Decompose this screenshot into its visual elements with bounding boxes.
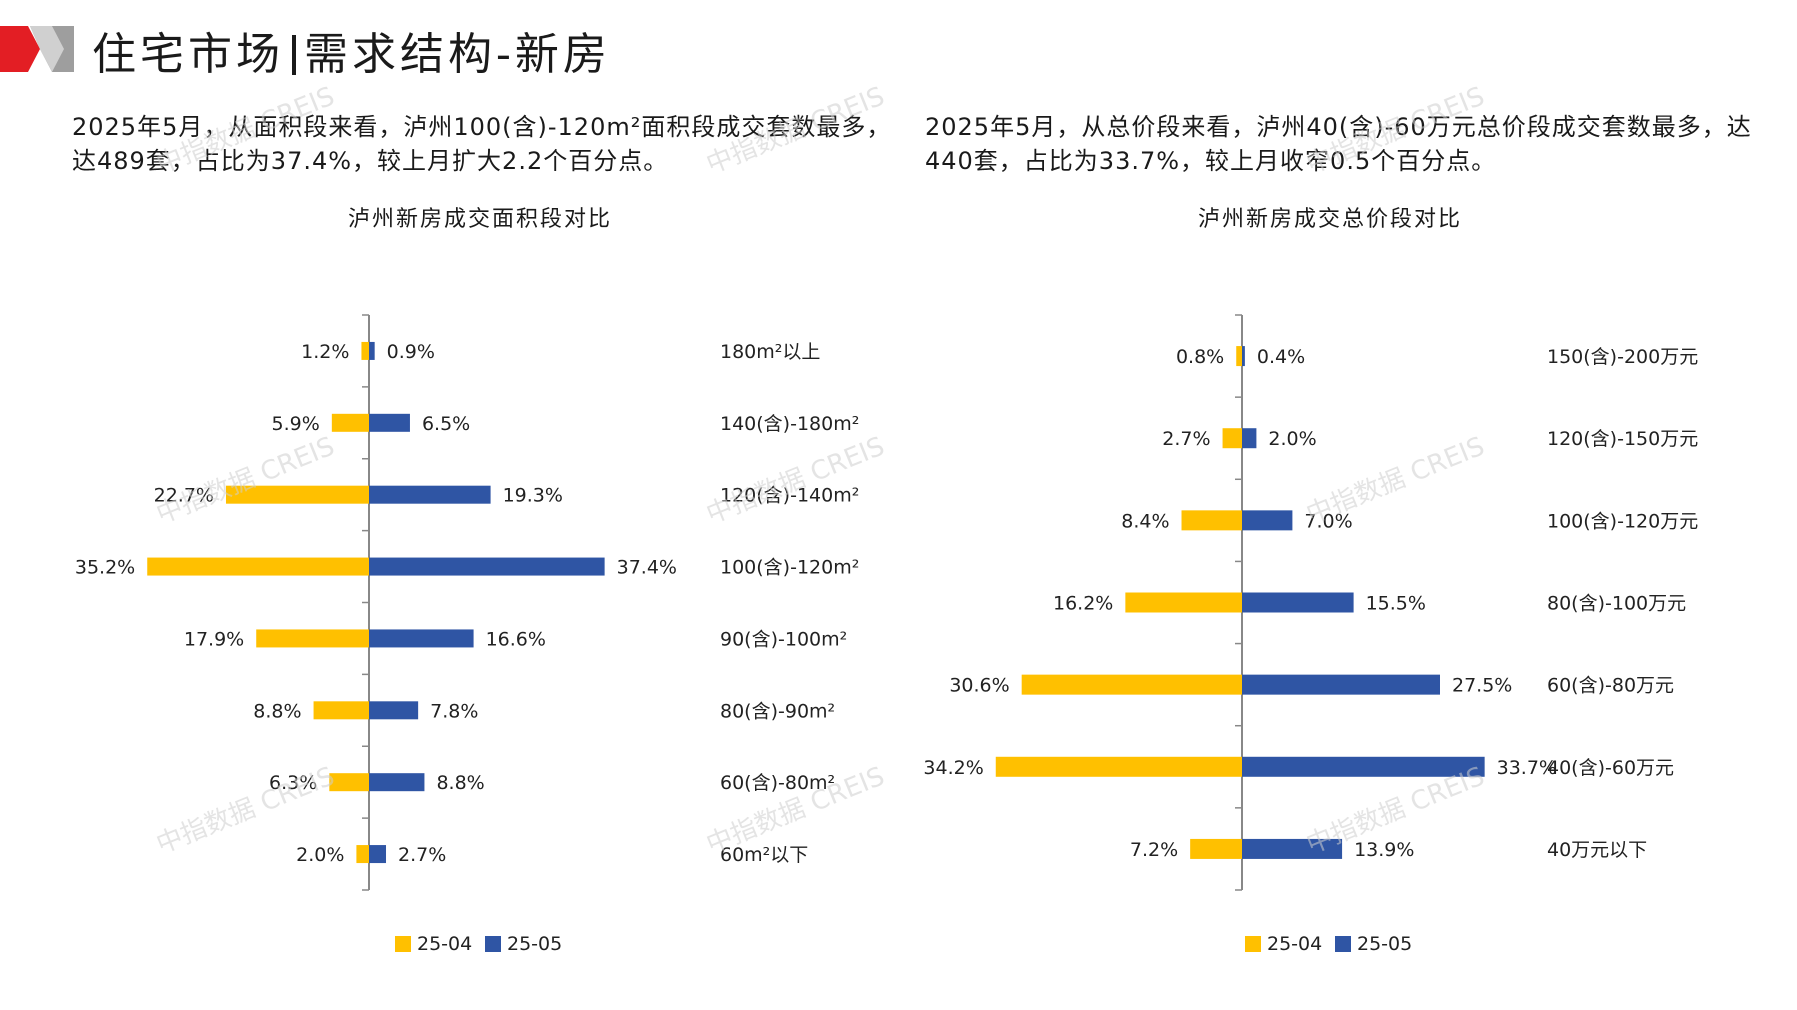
- bar-25-05: [1242, 838, 1343, 859]
- brand-logo: [0, 26, 74, 72]
- bar-25-04: [995, 756, 1242, 777]
- chart-title: 泸州新房成交总价段对比: [1198, 207, 1462, 232]
- data-label-25-05: 16.6%: [486, 628, 546, 650]
- bar-25-04: [1125, 592, 1242, 613]
- page-title: 住宅市场 需求结构-新房: [92, 18, 611, 82]
- legend-swatch: [1245, 936, 1261, 952]
- data-label-25-04: 22.7%: [154, 485, 214, 507]
- category-label: 100(含)-120m²: [720, 557, 859, 579]
- bar-25-05: [1242, 510, 1293, 531]
- data-label-25-04: 1.2%: [301, 341, 349, 363]
- legend-swatch: [485, 936, 501, 952]
- bar-25-05: [369, 701, 419, 720]
- legend: 25-04 25-05: [395, 933, 562, 955]
- bar-25-05: [1242, 592, 1354, 613]
- data-label-25-04: 2.7%: [1162, 428, 1210, 450]
- data-label-25-04: 0.8%: [1176, 346, 1224, 368]
- price-description: 2025年5月，从总价段来看，泸州40(含)-60万元总价段成交套数最多，达44…: [925, 113, 1752, 175]
- logo-red-shape: [0, 26, 40, 72]
- bar-25-04: [1181, 510, 1242, 531]
- chart-title: 泸州新房成交面积段对比: [348, 207, 612, 232]
- bar-25-05: [369, 773, 425, 792]
- data-label-25-04: 17.9%: [184, 628, 244, 650]
- legend-label: 25-04: [1267, 933, 1322, 955]
- data-label-25-04: 8.4%: [1121, 510, 1169, 532]
- category-label: 100(含)-120万元: [1547, 510, 1698, 532]
- data-label-25-05: 27.5%: [1452, 675, 1512, 697]
- data-label-25-05: 13.9%: [1354, 839, 1414, 861]
- bar-25-04: [256, 629, 369, 648]
- bar-25-04: [1236, 346, 1242, 367]
- category-label: 40万元以下: [1547, 839, 1647, 861]
- bar-25-04: [313, 701, 369, 720]
- bar-25-05: [369, 485, 491, 504]
- bar-25-05: [369, 557, 605, 576]
- bar-25-04: [147, 557, 369, 576]
- category-label: 60(含)-80m²: [720, 772, 835, 794]
- bar-25-05: [1242, 428, 1257, 449]
- data-label-25-04: 7.2%: [1130, 839, 1178, 861]
- bar-25-04: [1021, 674, 1242, 695]
- category-label: 40(含)-60万元: [1547, 757, 1674, 779]
- category-label: 120(含)-140m²: [720, 485, 859, 507]
- data-label-25-04: 8.8%: [253, 700, 301, 722]
- bar-25-04: [361, 341, 369, 360]
- data-label-25-05: 0.4%: [1257, 346, 1305, 368]
- bar-25-04: [329, 773, 369, 792]
- data-label-25-05: 33.7%: [1497, 757, 1557, 779]
- bar-25-05: [369, 629, 474, 648]
- title-market: 住宅市场: [92, 29, 284, 80]
- logo-light-shape: [30, 26, 64, 72]
- data-label-25-04: 2.0%: [296, 844, 344, 866]
- data-label-25-05: 8.8%: [436, 772, 484, 794]
- category-label: 150(含)-200万元: [1547, 346, 1698, 368]
- category-label: 80(含)-90m²: [720, 700, 835, 722]
- data-label-25-05: 37.4%: [617, 557, 677, 579]
- bar-25-04: [356, 845, 369, 864]
- data-label-25-04: 5.9%: [272, 413, 320, 435]
- legend-swatch: [1335, 936, 1351, 952]
- bar-25-05: [369, 413, 410, 432]
- bar-25-05: [1242, 346, 1245, 367]
- price-segment-chart: 泸州新房成交总价段对比 0.8% 0.4% 150(含)-200万元 2.7% 2.0% 1…: [923, 207, 1698, 955]
- category-label: 60m²以下: [720, 844, 808, 866]
- legend: 25-04 25-05: [1245, 933, 1412, 955]
- data-label-25-05: 7.0%: [1304, 510, 1352, 532]
- category-label: 140(含)-180m²: [720, 413, 859, 435]
- category-label: 90(含)-100m²: [720, 628, 847, 650]
- area-segment-chart: 泸州新房成交面积段对比 1.2% 0.9% 180m²以上 5.9% 6.5% 140(含)…: [75, 207, 859, 955]
- bar-25-05: [369, 845, 387, 864]
- bar-25-04: [225, 485, 369, 504]
- data-label-25-05: 15.5%: [1366, 593, 1426, 615]
- bar-25-04: [331, 413, 369, 432]
- bar-25-05: [369, 341, 375, 360]
- area-description: 2025年5月，从面积段来看，泸州100(含)-120m²面积段成交套数最多，达…: [72, 113, 892, 175]
- data-label-25-04: 30.6%: [949, 675, 1009, 697]
- title-topic: 需求结构-新房: [304, 29, 611, 80]
- category-label: 60(含)-80万元: [1547, 675, 1674, 697]
- data-label-25-04: 6.3%: [269, 772, 317, 794]
- category-label: 180m²以上: [720, 341, 820, 363]
- data-label-25-05: 19.3%: [503, 485, 563, 507]
- bar-25-04: [1222, 428, 1242, 449]
- data-label-25-04: 16.2%: [1053, 593, 1113, 615]
- bar-25-05: [1242, 756, 1485, 777]
- title-divider: [292, 35, 296, 75]
- data-label-25-05: 0.9%: [387, 341, 435, 363]
- data-label-25-04: 34.2%: [923, 757, 983, 779]
- legend-label: 25-05: [1357, 933, 1412, 955]
- data-label-25-05: 2.0%: [1268, 428, 1316, 450]
- data-label-25-04: 35.2%: [75, 557, 135, 579]
- legend-label: 25-05: [507, 933, 562, 955]
- bar-25-05: [1242, 674, 1440, 695]
- data-label-25-05: 2.7%: [398, 844, 446, 866]
- bar-25-04: [1190, 838, 1242, 859]
- legend-swatch: [395, 936, 411, 952]
- data-label-25-05: 7.8%: [430, 700, 478, 722]
- legend-label: 25-04: [417, 933, 472, 955]
- data-label-25-05: 6.5%: [422, 413, 470, 435]
- category-label: 120(含)-150万元: [1547, 428, 1698, 450]
- category-label: 80(含)-100万元: [1547, 593, 1686, 615]
